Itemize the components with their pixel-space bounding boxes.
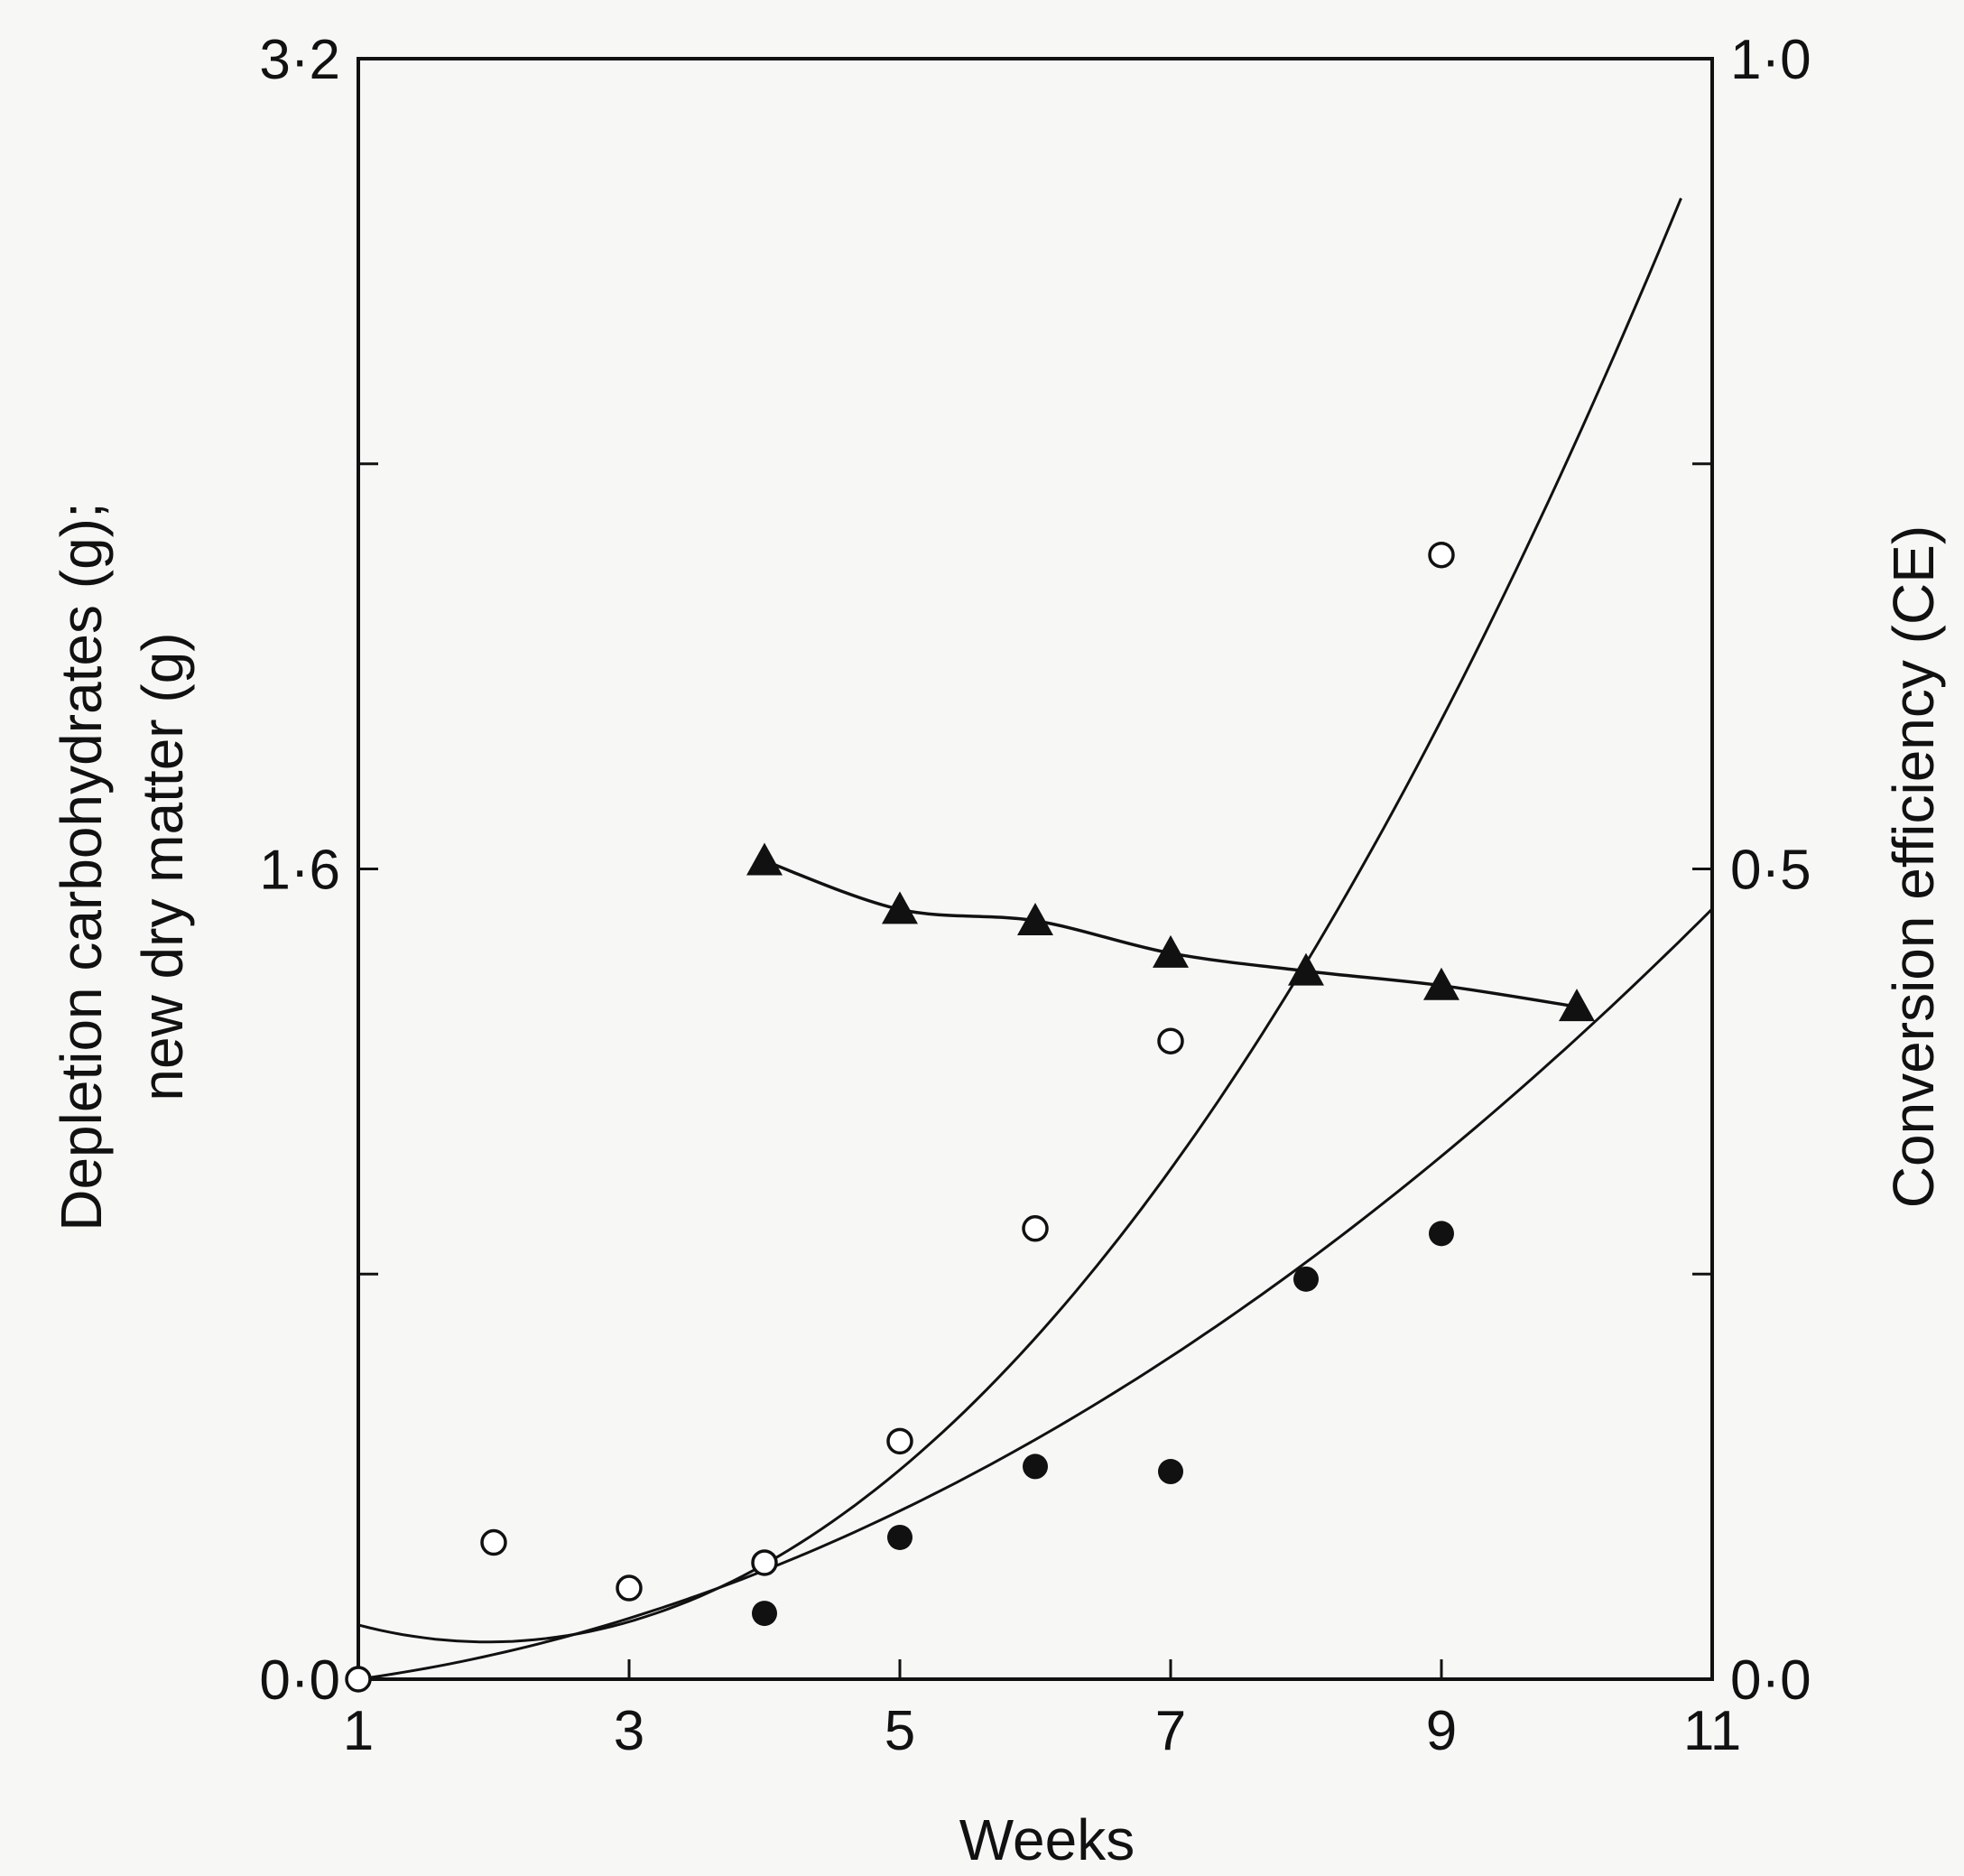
open-circle-point <box>1428 541 1455 569</box>
filled-circle-point <box>1293 1266 1319 1292</box>
triangle-point <box>746 842 783 876</box>
fit-curve <box>357 907 1714 1681</box>
triangle-point <box>882 891 918 924</box>
open-circle-point <box>345 1666 372 1693</box>
x-tick-label: 5 <box>885 1700 915 1762</box>
open-circle-point <box>480 1528 507 1556</box>
y-axis-left-title-line2: new dry matter (g) <box>130 632 195 1101</box>
y-axis-right-title: Conversion efficiency (CE) <box>1881 525 1946 1208</box>
axis-ticks <box>357 57 1714 1681</box>
ce-line <box>764 859 1578 1008</box>
open-circle-point <box>1022 1215 1049 1242</box>
filled-circle-point <box>752 1601 777 1627</box>
y-left-tick-label: 3·2 <box>259 29 340 91</box>
filled-circle-point <box>887 1524 913 1550</box>
triangle-point <box>1559 989 1595 1022</box>
x-tick-label: 3 <box>614 1700 644 1762</box>
plot-frame <box>357 57 1714 1681</box>
y-right-tick-label: 0·0 <box>1730 1649 1811 1712</box>
filled-circle-point <box>1429 1221 1454 1247</box>
triangle-point <box>1153 934 1189 968</box>
x-tick-label: 9 <box>1426 1700 1457 1762</box>
open-circle-point <box>751 1549 778 1576</box>
filled-circle-point <box>1158 1459 1183 1485</box>
x-tick-label: 7 <box>1155 1700 1186 1762</box>
y-left-tick-label: 1·6 <box>259 840 340 902</box>
x-tick-label: 11 <box>1683 1700 1741 1762</box>
x-tick-label: 1 <box>343 1700 374 1762</box>
y-right-tick-label: 1·0 <box>1730 29 1811 91</box>
y-right-tick-label: 0·5 <box>1730 840 1811 902</box>
y-left-tick-label: 0·0 <box>259 1649 340 1712</box>
triangle-point <box>1288 952 1324 986</box>
triangle-point <box>1423 967 1459 1000</box>
x-axis-title: Weeks <box>959 1807 1135 1872</box>
y-axis-left-title-line1: Depletion carbohydrates (g); <box>49 502 114 1231</box>
tick-labels: 1 3 5 7 9 110·01·63·20·00·51·0 <box>259 29 1811 1762</box>
triangle-point <box>1017 902 1053 935</box>
open-circle-point <box>616 1574 643 1602</box>
open-circle-point <box>1157 1027 1184 1054</box>
filled-circle-point <box>1023 1453 1048 1480</box>
open-circle-point <box>886 1427 913 1455</box>
data-markers <box>345 541 1595 1693</box>
